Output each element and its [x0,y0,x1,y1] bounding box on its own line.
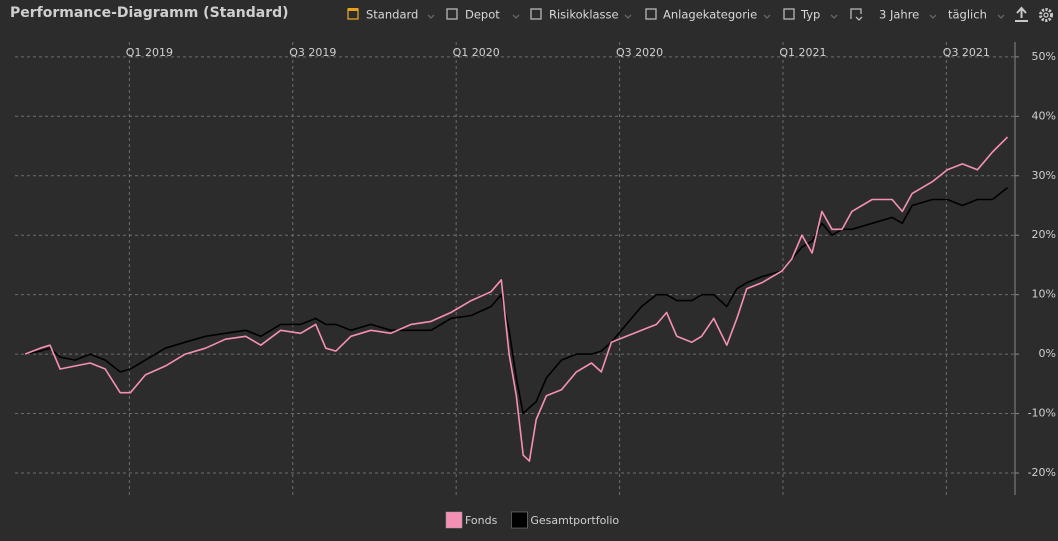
icon [645,8,657,20]
toolbar-item[interactable]: Standard [366,8,418,22]
panel-title: Performance-Diagramm (Standard) [10,5,289,21]
toolbar [347,6,1053,22]
legend-swatch [511,511,528,529]
dropdown-arrows [427,14,1005,19]
series-line [24,186,1008,415]
icon [530,8,542,20]
y-tick-label: 50% [1032,50,1056,63]
export-button[interactable] [1015,6,1028,22]
y-tick-label: 20% [1032,228,1056,241]
x-tick-label: Q1 2021 [779,46,826,59]
x-tick-label: Q1 2019 [126,46,173,59]
y-tick-label: 30% [1032,169,1056,182]
toolbar-item[interactable]: 3 Jahre [879,8,919,22]
x-tick-label: Q1 2020 [453,46,500,59]
icon [446,8,458,20]
toolbar-item[interactable]: täglich [948,8,987,22]
y-tick-label: -20% [1028,466,1056,479]
legend-label: Gesamtportfolio [530,514,619,527]
x-tick-label: Q3 2021 [943,46,990,59]
icon [783,8,795,20]
settings-button[interactable] [1039,8,1053,22]
toolbar-item[interactable]: Risikoklasse [549,8,619,22]
y-tick-label: 10% [1032,288,1056,301]
series-line [24,136,1009,462]
toolbar-item[interactable]: Typ [800,8,820,22]
x-tick-label: Q3 2019 [289,46,336,59]
gear-hub[interactable] [1043,12,1049,18]
y-tick-label: -10% [1028,407,1056,420]
x-tick-label: Q3 2020 [616,46,663,59]
gear[interactable] [1039,8,1053,22]
y-tick-label: 0% [1039,347,1056,360]
icon [850,8,863,21]
legend-label: Fonds [465,514,498,527]
legend-swatch [445,511,463,529]
y-tick-label: 40% [1032,109,1056,122]
toolbar-item[interactable]: Anlagekategorie [663,8,757,22]
toolbar-item[interactable]: Depot [465,8,500,22]
